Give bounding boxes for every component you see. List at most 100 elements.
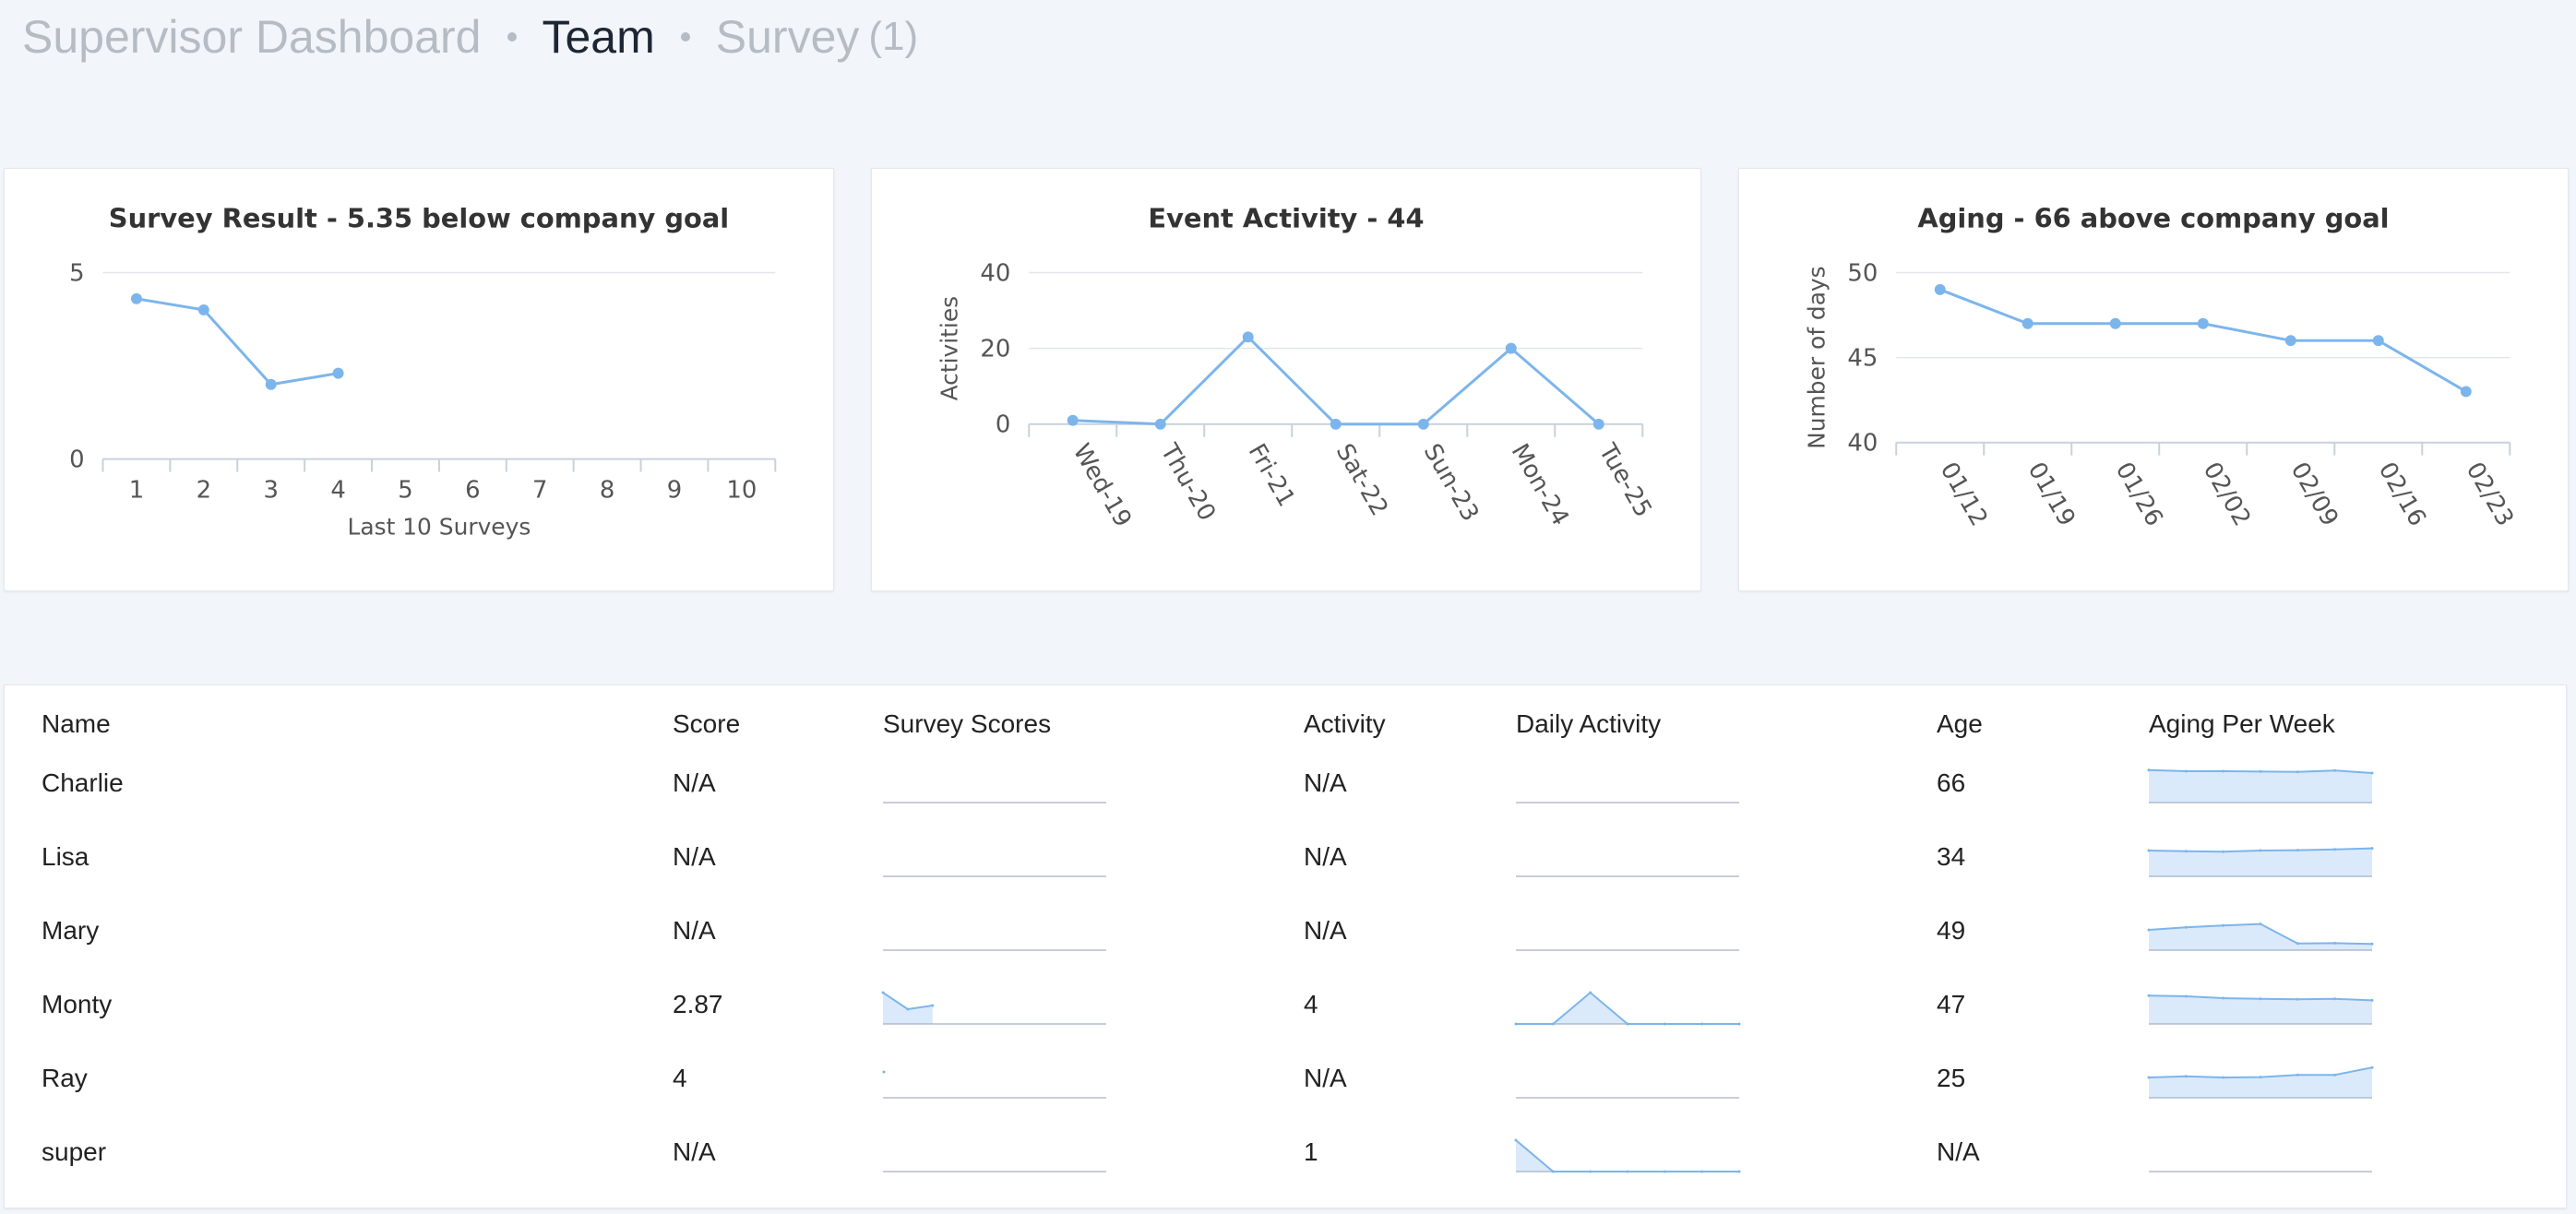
- y-tick-label: 45: [1847, 345, 1878, 373]
- sparkline-point: [1589, 991, 1592, 994]
- sparkline: [2149, 1171, 2372, 1172]
- data-point[interactable]: [1067, 414, 1079, 426]
- x-tick-label: Sat-22: [1330, 439, 1393, 520]
- data-point[interactable]: [1505, 342, 1517, 354]
- cell-name[interactable]: super: [42, 1137, 107, 1166]
- table-row[interactable]: Lisa N/A N/A 34: [5, 835, 2566, 909]
- y-tick-label: 40: [980, 259, 1010, 287]
- table-row[interactable]: super N/A 1 N/A: [5, 1130, 2566, 1204]
- daily-activity-sparkline: [1516, 835, 1739, 877]
- cell-age: 34: [1937, 842, 1966, 871]
- sparkline-area: [2149, 1067, 2372, 1098]
- data-point[interactable]: [1330, 418, 1342, 430]
- chart-title: Aging - 66 above company goal: [1917, 203, 2389, 234]
- sparkline-point: [2333, 997, 2337, 1001]
- sparkline-point: [2259, 922, 2262, 926]
- breadcrumb-team[interactable]: Team: [542, 11, 655, 63]
- sparkline-point: [1663, 1022, 1666, 1026]
- col-header-score[interactable]: Score: [673, 709, 741, 738]
- table-row[interactable]: Mary N/A N/A 49: [5, 909, 2566, 982]
- breadcrumb-separator: [507, 32, 517, 42]
- sparkline-area: [1516, 1140, 1739, 1172]
- daily-activity-sparkline: [1516, 1056, 1739, 1099]
- x-tick-label: Wed-19: [1067, 439, 1137, 531]
- cell-activity: N/A: [1304, 1064, 1347, 1092]
- breadcrumb-supervisor-dashboard[interactable]: Supervisor Dashboard: [22, 11, 482, 63]
- data-point[interactable]: [2021, 317, 2033, 329]
- sparkline: [1516, 1097, 1739, 1099]
- data-point[interactable]: [130, 292, 142, 304]
- data-point[interactable]: [265, 378, 277, 390]
- sparkline-point: [2222, 1076, 2225, 1079]
- sparkline-area: [2149, 995, 2372, 1024]
- data-point[interactable]: [1417, 418, 1429, 430]
- data-point[interactable]: [2109, 317, 2121, 329]
- sparkline-point: [1663, 1170, 1666, 1173]
- sparkline-point: [2333, 1073, 2337, 1077]
- aging-per-week-sparkline: [2147, 909, 2374, 951]
- sparkline-point: [2296, 997, 2299, 1001]
- survey-result-chart: Survey Result - 5.35 below company goal 0…: [69, 203, 777, 540]
- chart-title: Event Activity - 44: [1148, 203, 1424, 234]
- col-header-aging-per-week[interactable]: Aging Per Week: [2149, 709, 2335, 738]
- aging-per-week-sparkline: [2147, 761, 2374, 803]
- col-header-survey-scores[interactable]: Survey Scores: [883, 709, 1052, 738]
- data-point[interactable]: [1154, 418, 1166, 430]
- table-row[interactable]: Charlie N/A N/A 66: [5, 761, 2566, 835]
- sparkline-area: [883, 993, 933, 1024]
- sparkline-area: [2149, 848, 2372, 876]
- survey-scores-sparkline: [882, 1056, 1106, 1099]
- col-header-daily-activity[interactable]: Daily Activity: [1516, 709, 1662, 738]
- breadcrumb-separator: [680, 32, 690, 42]
- sparkline-point: [2370, 771, 2374, 775]
- survey-scores-sparkline: [881, 982, 1106, 1025]
- col-header-activity[interactable]: Activity: [1304, 709, 1386, 738]
- data-point[interactable]: [2197, 317, 2209, 329]
- x-tick-label: 02/23: [2461, 458, 2519, 531]
- cell-score: 4: [673, 1064, 687, 1092]
- sparkline: [883, 949, 1106, 951]
- breadcrumb-survey-count: (1): [868, 14, 919, 59]
- x-tick-label: 4: [330, 476, 345, 504]
- sparkline-point: [1514, 1138, 1518, 1142]
- aging-per-week-sparkline: [2147, 1056, 2374, 1099]
- data-point[interactable]: [2284, 335, 2296, 347]
- daily-activity-sparkline: [1516, 909, 1739, 951]
- col-header-age[interactable]: Age: [1937, 709, 1983, 738]
- sparkline: [882, 1070, 1106, 1099]
- cell-name[interactable]: Mary: [42, 916, 100, 945]
- cell-name[interactable]: Ray: [42, 1064, 88, 1092]
- x-tick-label: Sun-23: [1418, 439, 1485, 526]
- sparkline: [2147, 922, 2374, 951]
- sparkline-point: [2222, 996, 2225, 1000]
- cell-name[interactable]: Monty: [42, 990, 113, 1018]
- y-tick-label: 5: [69, 259, 84, 287]
- cell-name[interactable]: Charlie: [42, 768, 124, 797]
- survey-scores-sparkline: [883, 1130, 1106, 1172]
- data-point[interactable]: [1242, 331, 1254, 343]
- table-row[interactable]: Ray 4 N/A 25: [5, 1056, 2566, 1130]
- sparkline-point: [2333, 941, 2337, 945]
- sparkline-point: [931, 1004, 935, 1007]
- data-point[interactable]: [332, 367, 344, 379]
- cell-age: 49: [1937, 916, 1966, 945]
- cell-score: N/A: [673, 842, 716, 871]
- aging-per-week-sparkline: [2149, 1130, 2372, 1172]
- data-point[interactable]: [2372, 335, 2384, 347]
- data-point[interactable]: [197, 304, 209, 315]
- breadcrumb-survey[interactable]: Survey: [715, 11, 860, 63]
- col-header-name[interactable]: Name: [42, 709, 111, 738]
- sparkline-point: [906, 1007, 910, 1011]
- cell-age: 47: [1937, 990, 1966, 1018]
- data-point[interactable]: [1934, 283, 1946, 295]
- table-row[interactable]: Monty 2.87 4 47: [5, 982, 2566, 1056]
- sparkline: [883, 875, 1106, 877]
- sparkline: [1514, 1138, 1741, 1173]
- x-tick-label: 02/02: [2198, 458, 2256, 531]
- sparkline: [883, 1171, 1106, 1172]
- data-point[interactable]: [2460, 386, 2472, 398]
- x-tick-label: 3: [263, 476, 278, 504]
- cell-name[interactable]: Lisa: [42, 842, 89, 871]
- data-point[interactable]: [1592, 418, 1604, 430]
- aging-per-week-sparkline: [2147, 982, 2374, 1025]
